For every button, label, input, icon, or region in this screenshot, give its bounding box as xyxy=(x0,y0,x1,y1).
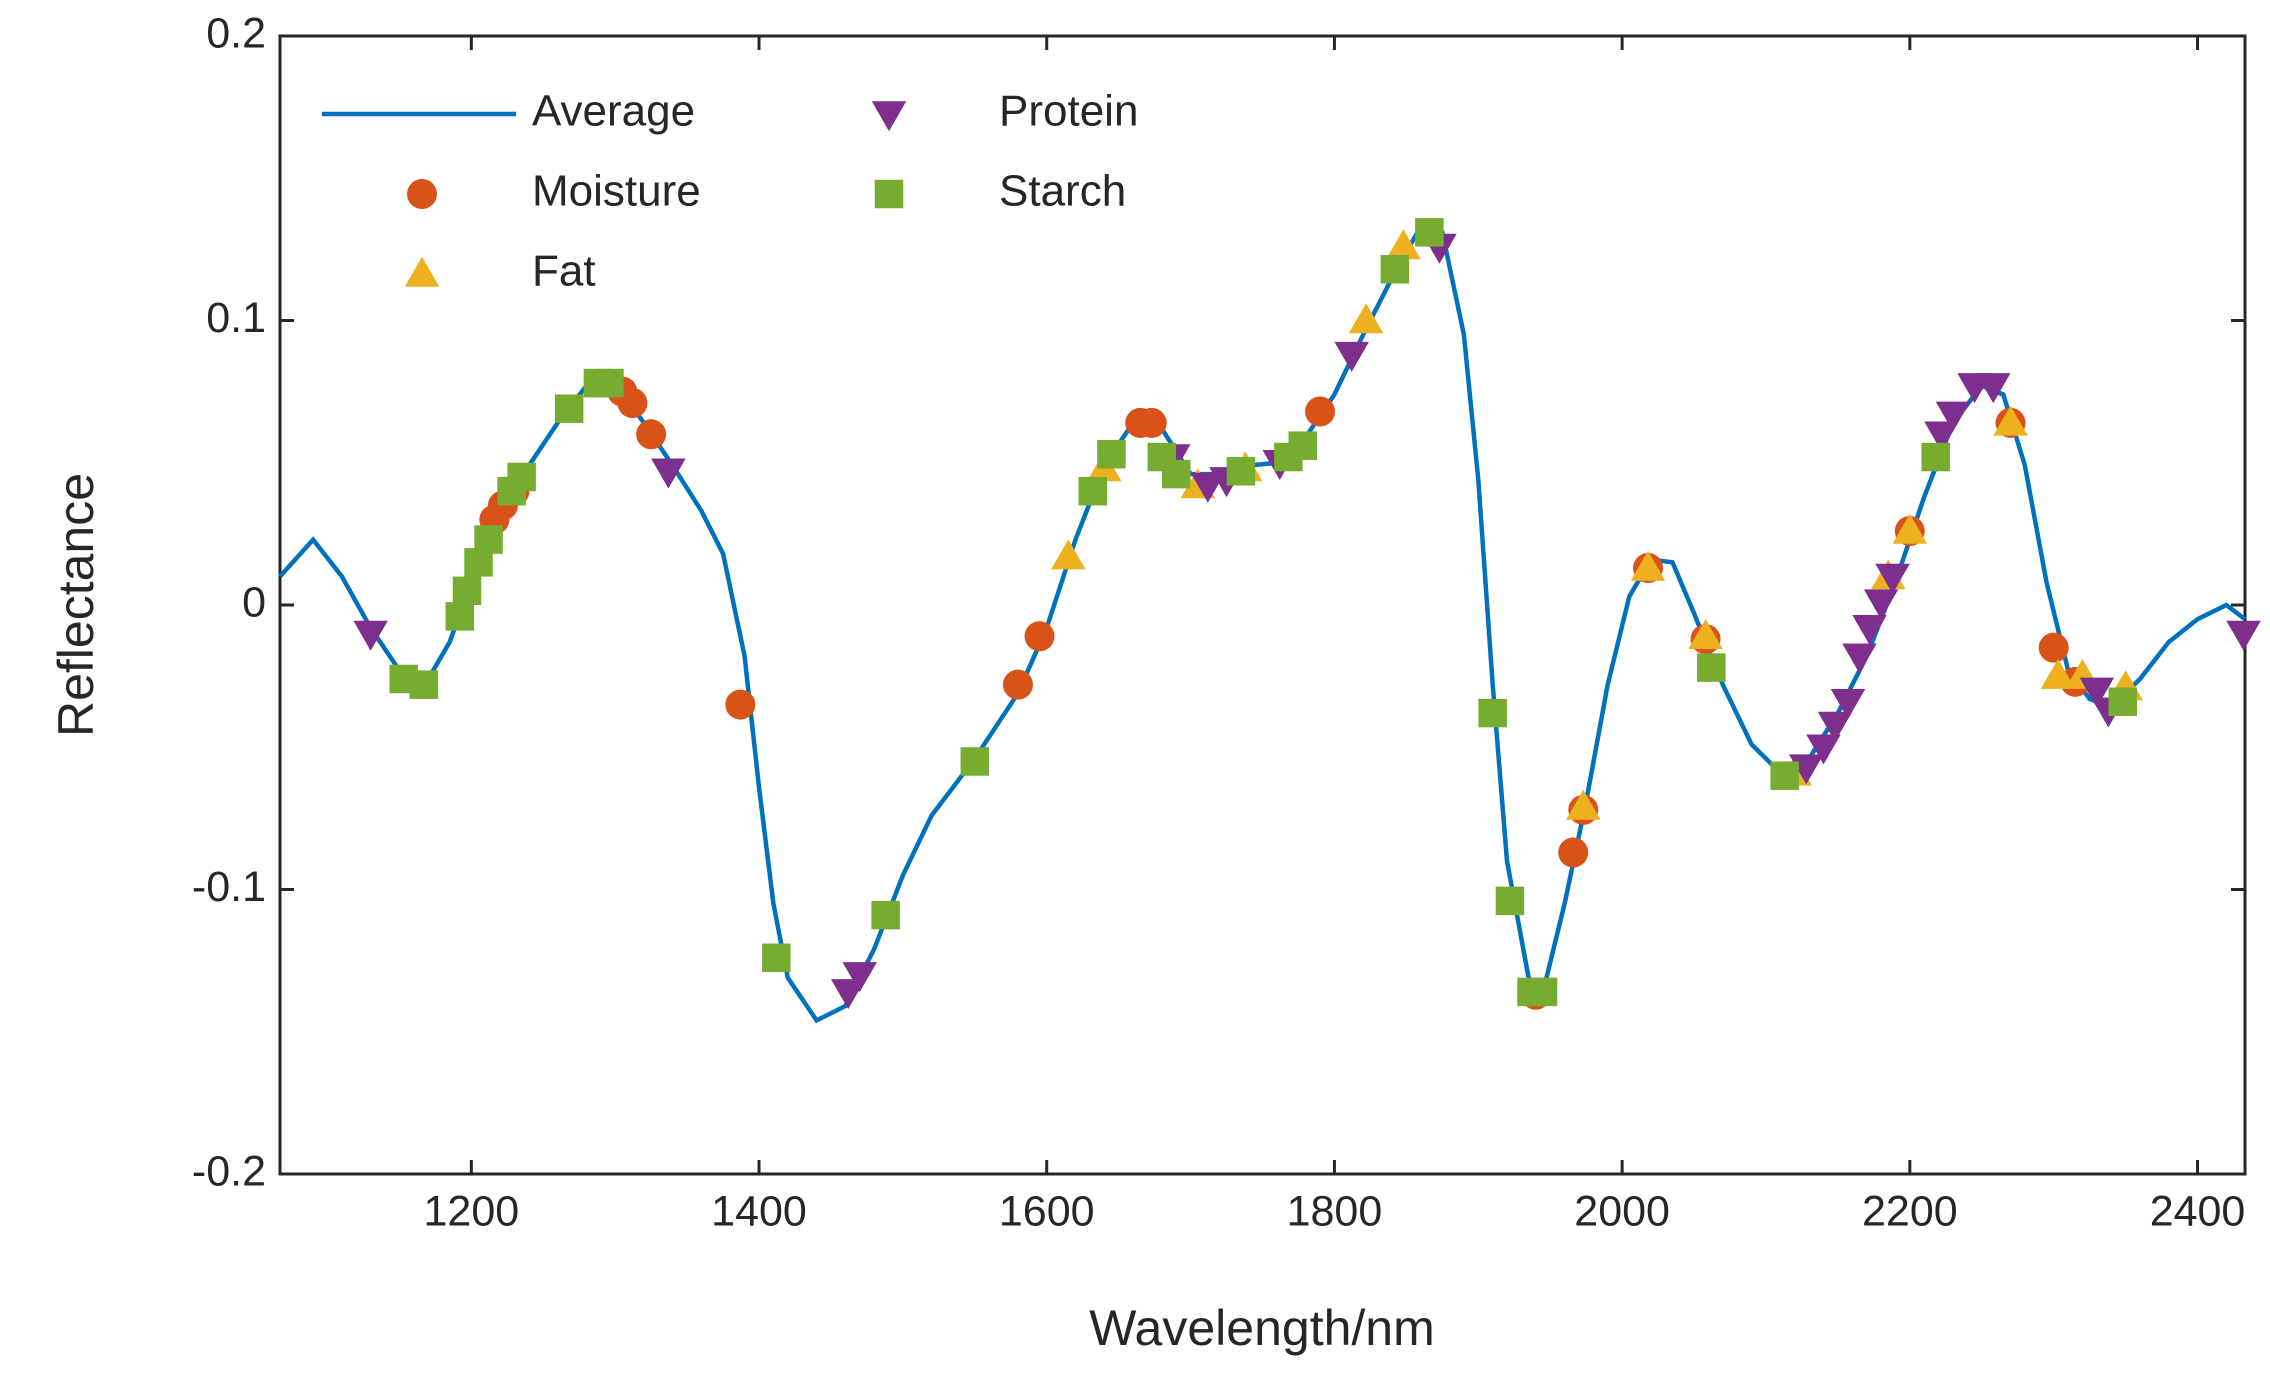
marker xyxy=(474,525,503,554)
legend-text: Moisture xyxy=(532,167,701,216)
marker xyxy=(1226,457,1256,486)
marker xyxy=(1924,421,1959,452)
marker xyxy=(1630,550,1666,581)
marker xyxy=(725,689,756,720)
x-tick-label: 2000 xyxy=(1574,1187,1670,1235)
marker xyxy=(1097,439,1126,469)
plot-frame xyxy=(278,34,2247,1176)
marker xyxy=(2226,620,2261,651)
marker xyxy=(1875,563,1910,594)
y-tick-label: 0.1 xyxy=(206,294,266,342)
marker xyxy=(1190,472,1226,503)
marker xyxy=(1078,476,1108,506)
marker xyxy=(554,394,584,423)
marker xyxy=(1024,621,1055,652)
marker xyxy=(1935,401,1971,432)
y-tick-label: 0 xyxy=(242,578,266,626)
x-tick-label: 2400 xyxy=(2150,1187,2246,1235)
legend-marker xyxy=(404,256,440,287)
marker xyxy=(445,602,475,631)
legend-text: Fat xyxy=(532,247,596,296)
marker xyxy=(1697,653,1726,682)
legend-marker xyxy=(874,179,904,209)
marker xyxy=(353,620,388,651)
marker xyxy=(1976,373,2011,404)
marker xyxy=(1830,688,1866,719)
marker xyxy=(1478,698,1507,728)
marker xyxy=(1688,619,1723,650)
marker xyxy=(452,576,482,606)
marker xyxy=(1770,761,1799,790)
y-tick-label: -0.2 xyxy=(192,1147,266,1195)
marker xyxy=(1806,734,1841,765)
x-tick-label: 1800 xyxy=(1287,1187,1383,1235)
marker xyxy=(1852,615,1887,646)
marker xyxy=(1892,513,1928,544)
marker xyxy=(2040,658,2076,689)
x-tick-label: 1600 xyxy=(999,1187,1095,1235)
x-axis-title: Wavelength/nm xyxy=(1089,1300,1435,1356)
y-axis-title: Reflectance xyxy=(48,473,104,737)
marker xyxy=(1495,886,1525,916)
marker xyxy=(1842,643,1877,674)
x-tick-label: 1200 xyxy=(423,1187,519,1235)
legend-marker xyxy=(871,101,907,132)
marker xyxy=(1386,229,1421,260)
marker xyxy=(1380,255,1410,284)
marker xyxy=(1528,977,1558,1007)
marker xyxy=(1817,711,1853,742)
legend-text: Protein xyxy=(999,87,1138,136)
marker xyxy=(617,388,648,419)
marker xyxy=(1161,459,1191,489)
marker xyxy=(2038,632,2069,663)
marker xyxy=(636,419,667,450)
marker xyxy=(871,900,900,930)
marker xyxy=(1558,837,1589,868)
marker xyxy=(1305,396,1336,427)
marker xyxy=(1288,431,1318,460)
legend-marker xyxy=(407,179,437,209)
marker xyxy=(595,368,624,398)
marker xyxy=(960,747,990,776)
marker xyxy=(409,670,439,699)
marker xyxy=(2108,687,2137,716)
marker xyxy=(1415,218,1444,247)
marker xyxy=(1566,789,1601,820)
marker xyxy=(1002,669,1033,700)
legend-text: Starch xyxy=(999,167,1126,216)
marker xyxy=(1921,442,1950,472)
marker xyxy=(1334,341,1369,372)
marker xyxy=(651,458,686,489)
legend-text: Average xyxy=(532,87,695,136)
x-tick-label: 1400 xyxy=(711,1187,807,1235)
x-tick-label: 2200 xyxy=(1862,1187,1958,1235)
y-tick-label: 0.2 xyxy=(206,9,266,57)
marker xyxy=(842,962,877,993)
marker xyxy=(2079,677,2115,708)
marker xyxy=(507,462,536,492)
marker xyxy=(1136,407,1167,438)
marker xyxy=(1348,303,1384,334)
marker xyxy=(1051,539,1086,570)
marker xyxy=(1863,589,1899,620)
y-tick-label: -0.1 xyxy=(192,863,266,911)
marker xyxy=(762,943,791,973)
marker xyxy=(1993,405,2028,436)
